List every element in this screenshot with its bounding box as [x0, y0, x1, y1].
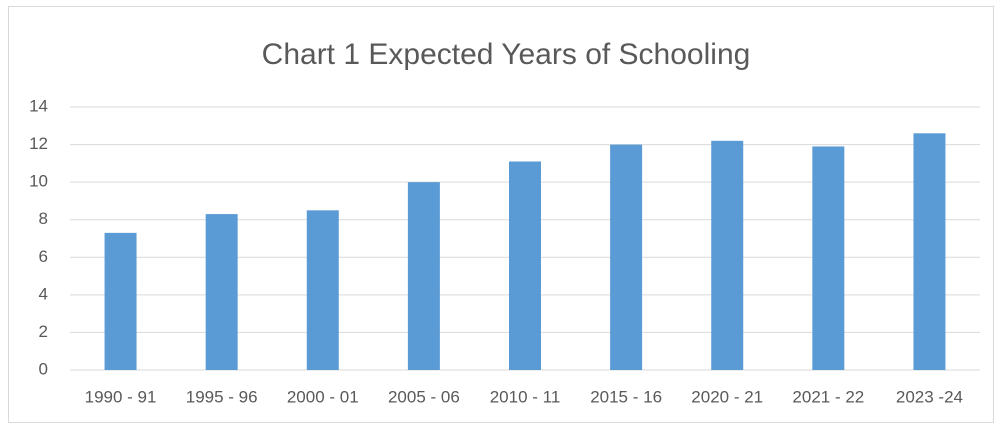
x-tick-label: 2021 - 22 — [792, 387, 864, 406]
bar — [407, 182, 440, 370]
y-tick-label: 12 — [29, 134, 48, 153]
y-tick-label: 10 — [29, 172, 48, 191]
y-tick-label: 14 — [29, 96, 48, 115]
bar — [711, 140, 744, 370]
bar — [306, 210, 339, 370]
x-tick-label: 2010 - 11 — [490, 387, 561, 406]
x-tick-label: 2005 - 06 — [388, 387, 460, 406]
bar — [205, 214, 238, 370]
x-tick-label: 2020 - 21 — [691, 387, 763, 406]
y-tick-label: 8 — [39, 209, 48, 228]
x-tick-label: 2015 - 16 — [590, 387, 662, 406]
y-tick-label: 2 — [39, 322, 48, 341]
y-tick-label: 6 — [39, 247, 48, 266]
x-tick-label: 2000 - 01 — [287, 387, 359, 406]
x-tick-label: 2023 -24 — [896, 387, 963, 406]
bar — [913, 133, 946, 370]
bar — [509, 161, 541, 370]
bar — [104, 232, 137, 370]
y-tick-label: 0 — [39, 359, 48, 378]
bar — [610, 144, 643, 370]
bar — [812, 146, 845, 370]
chart-title: Chart 1 Expected Years of Schooling — [262, 38, 751, 71]
y-tick-label: 4 — [39, 284, 48, 303]
x-tick-label: 1995 - 96 — [186, 387, 258, 406]
x-tick-label: 1990 - 91 — [85, 387, 157, 406]
